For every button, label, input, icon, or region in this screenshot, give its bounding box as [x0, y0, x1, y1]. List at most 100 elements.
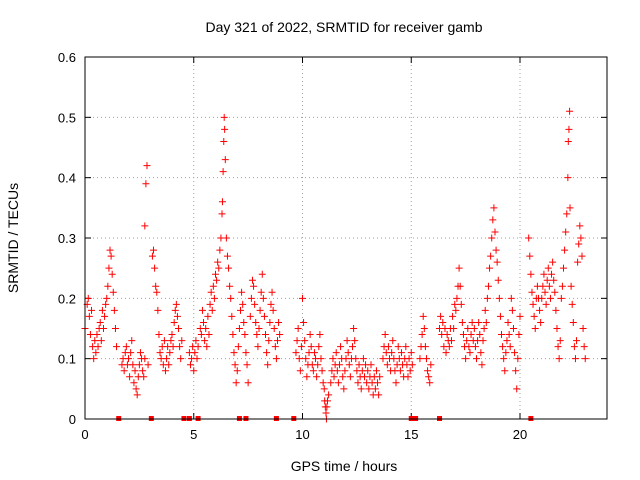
data-point [540, 270, 548, 278]
data-point [125, 355, 132, 363]
data-point [213, 276, 221, 284]
data-point [141, 222, 149, 230]
x-tick-label: 5 [190, 427, 197, 442]
data-point [467, 331, 475, 339]
y-tick-label: 0.5 [58, 110, 76, 125]
data-point [221, 125, 229, 133]
data-point [553, 325, 561, 332]
data-point [422, 355, 430, 363]
data-point [126, 373, 134, 381]
data-point [571, 355, 579, 363]
data-point [564, 174, 572, 182]
axis-ticks: 0 0.1 0.2 0.3 0.4 0.5 0.6 0 5 10 15 20 [58, 50, 607, 442]
data-point [515, 331, 523, 339]
data-point [205, 331, 213, 339]
data-point [581, 355, 589, 363]
data-point [548, 270, 556, 278]
data-point [186, 361, 194, 369]
data-point [323, 403, 331, 411]
data-point [476, 331, 484, 339]
data-point [546, 294, 554, 302]
data-point [248, 276, 256, 284]
data-point [332, 349, 340, 357]
data-point [392, 379, 400, 387]
data-point [420, 325, 428, 332]
data-point [198, 306, 206, 314]
x-axis-label: GPS time / hours [291, 458, 398, 474]
data-point [566, 107, 574, 115]
data-point [253, 331, 261, 339]
data-point [500, 355, 508, 363]
data-point [419, 312, 427, 320]
data-point [271, 343, 279, 351]
data-point [561, 246, 569, 254]
data-point [384, 343, 392, 351]
data-point [421, 343, 429, 351]
data-point [579, 325, 587, 332]
data-point [505, 331, 513, 339]
data-point [508, 306, 516, 314]
data-point [154, 306, 162, 314]
data-point [264, 361, 272, 369]
data-point [325, 391, 333, 399]
data-point [344, 349, 352, 357]
data-point [470, 325, 478, 332]
data-point [313, 373, 321, 381]
data-point [544, 264, 552, 272]
data-point [113, 343, 121, 351]
data-point [530, 312, 538, 320]
data-point [122, 343, 130, 351]
data-point [489, 216, 497, 224]
data-point [128, 337, 136, 345]
data-point [234, 343, 242, 351]
data-point [204, 312, 212, 320]
data-point [465, 343, 473, 351]
data-point [97, 337, 105, 345]
data-point [487, 252, 495, 260]
data-point [163, 355, 171, 363]
data-point [468, 318, 476, 326]
data-point [458, 318, 466, 326]
data-point [92, 349, 100, 357]
data-point [542, 300, 550, 308]
data-point [357, 385, 365, 393]
data-point [531, 325, 539, 332]
data-point [451, 300, 459, 308]
data-point [228, 312, 236, 320]
data-point [209, 282, 217, 290]
data-point [314, 361, 322, 369]
data-point [376, 373, 384, 381]
data-point [407, 349, 415, 357]
data-point [578, 252, 586, 260]
data-point [538, 294, 546, 302]
data-point [383, 361, 391, 369]
data-point [219, 168, 227, 176]
data-point [293, 337, 301, 345]
data-point [564, 137, 572, 145]
data-point [529, 300, 537, 308]
data-point [499, 343, 507, 351]
data-point [301, 337, 309, 345]
data-point [173, 312, 181, 320]
data-point [354, 379, 362, 387]
data-point [568, 300, 576, 308]
data-point [215, 264, 223, 272]
data-point [232, 379, 240, 387]
x-tick-label: 20 [513, 427, 527, 442]
data-point [375, 391, 383, 399]
data-point [141, 355, 149, 363]
data-point [475, 318, 483, 326]
data-point [250, 282, 258, 290]
data-point [302, 355, 310, 363]
data-point [478, 361, 486, 369]
data-point [349, 343, 357, 351]
data-point [86, 331, 94, 339]
data-point [91, 337, 99, 345]
data-point [330, 373, 338, 381]
data-point [364, 367, 372, 375]
data-point [192, 337, 200, 345]
data-point [263, 349, 271, 357]
data-point [562, 228, 570, 236]
data-point [98, 306, 106, 314]
data-point [350, 325, 358, 332]
